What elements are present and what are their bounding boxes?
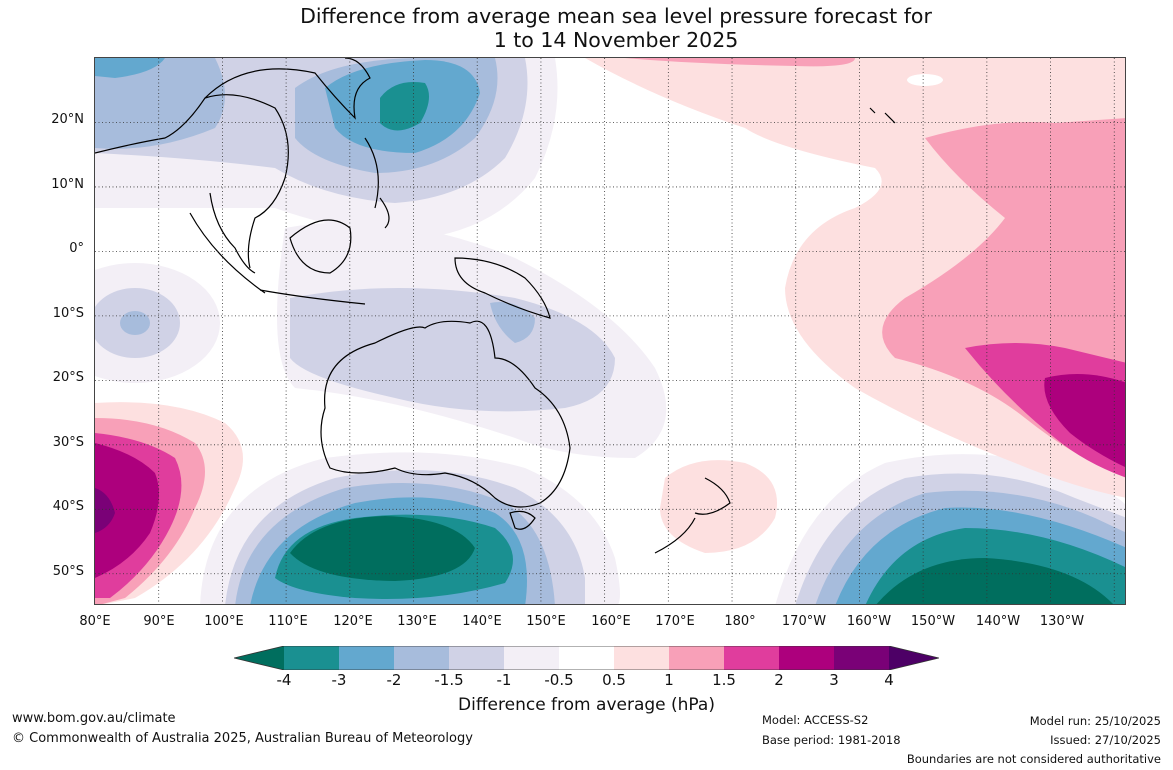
colorbar-segment (724, 646, 780, 670)
colorbar (233, 645, 940, 671)
colorbar-segment (669, 646, 725, 670)
lat-label: 50°S (52, 564, 84, 579)
colorbar-tick: 1.5 (712, 671, 736, 689)
lon-label: 140°E (462, 614, 502, 629)
colorbar-tick: 4 (884, 671, 894, 689)
base-period-text: Base period: 1981-2018 (762, 733, 901, 747)
lon-label: 180° (724, 614, 756, 629)
colorbar-segment (339, 646, 395, 670)
colorbar-segment (834, 646, 890, 670)
lat-label: 30°S (52, 435, 84, 450)
lon-label: 120°E (333, 614, 373, 629)
lat-label: 20°S (52, 370, 84, 385)
copyright-text: © Commonwealth of Australia 2025, Austra… (12, 731, 473, 746)
lon-label: 160°E (591, 614, 631, 629)
colorbar-segment (504, 646, 560, 670)
title-line-2: 1 to 14 November 2025 (493, 28, 739, 52)
colorbar-extend-high (889, 646, 939, 670)
title-line-1: Difference from average mean sea level p… (300, 4, 932, 28)
lon-label: 110°E (268, 614, 308, 629)
colorbar-tick: -1 (496, 671, 512, 689)
lon-label: 170°W (781, 614, 827, 629)
lat-label: 20°N (51, 112, 84, 127)
colorbar-tick: -1.5 (434, 671, 464, 689)
lon-label: 170°E (655, 614, 695, 629)
colorbar-tick: -2 (386, 671, 402, 689)
colorbar-tick: -3 (331, 671, 347, 689)
lon-label: 130°E (397, 614, 437, 629)
lon-label: 160°W (846, 614, 892, 629)
lat-label: 0° (69, 241, 84, 256)
colorbar-segment (284, 646, 340, 670)
colorbar-extend-low (234, 646, 284, 670)
gridlines (95, 58, 1125, 604)
colorbar-tick: -0.5 (544, 671, 574, 689)
lon-label: 100°E (204, 614, 244, 629)
website-link[interactable]: www.bom.gov.au/climate (12, 711, 176, 726)
colorbar-tick: 1 (664, 671, 674, 689)
model-run-text: Model run: 25/10/2025 (1029, 714, 1161, 728)
positive-anomaly-regions (95, 58, 1125, 604)
colorbar-label: Difference from average (hPa) (458, 695, 715, 715)
issued-text: Issued: 27/10/2025 (1050, 733, 1161, 747)
lon-label: 130°W (1039, 614, 1085, 629)
lon-label: 90°E (143, 614, 175, 629)
coastlines (95, 58, 896, 554)
lon-label: 140°W (975, 614, 1021, 629)
colorbar-segment (779, 646, 835, 670)
colorbar-tick: 2 (774, 671, 784, 689)
colorbar-segment (394, 646, 450, 670)
colorbar-tick: 3 (829, 671, 839, 689)
colorbar-segment (449, 646, 505, 670)
lat-label: 40°S (52, 499, 84, 514)
negative-anomaly-regions (95, 58, 1125, 604)
lon-label: 150°E (526, 614, 566, 629)
pressure-anomaly-map (94, 57, 1126, 605)
lon-label: 80°E (79, 614, 111, 629)
map-title: Difference from average mean sea level p… (0, 4, 1173, 52)
model-text: Model: ACCESS-S2 (762, 713, 869, 727)
colorbar-segment (614, 646, 670, 670)
colorbar-tick: 0.5 (602, 671, 626, 689)
lon-label: 150°W (910, 614, 956, 629)
lat-label: 10°N (51, 177, 84, 192)
colorbar-segment (559, 646, 615, 670)
disclaimer-text: Boundaries are not considered authoritat… (906, 752, 1161, 766)
lat-label: 10°S (52, 306, 84, 321)
colorbar-tick: -4 (276, 671, 292, 689)
